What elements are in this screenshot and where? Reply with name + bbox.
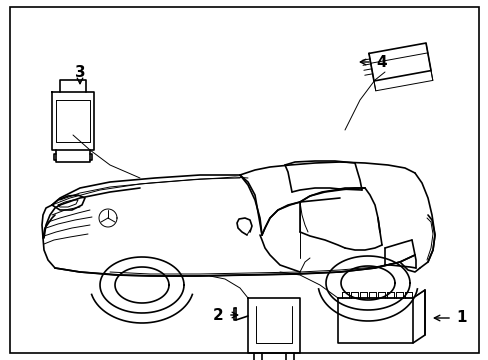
Text: 1: 1 xyxy=(455,310,466,325)
Text: 4: 4 xyxy=(375,54,386,69)
Text: 2: 2 xyxy=(213,307,224,323)
Text: 3: 3 xyxy=(75,64,85,80)
